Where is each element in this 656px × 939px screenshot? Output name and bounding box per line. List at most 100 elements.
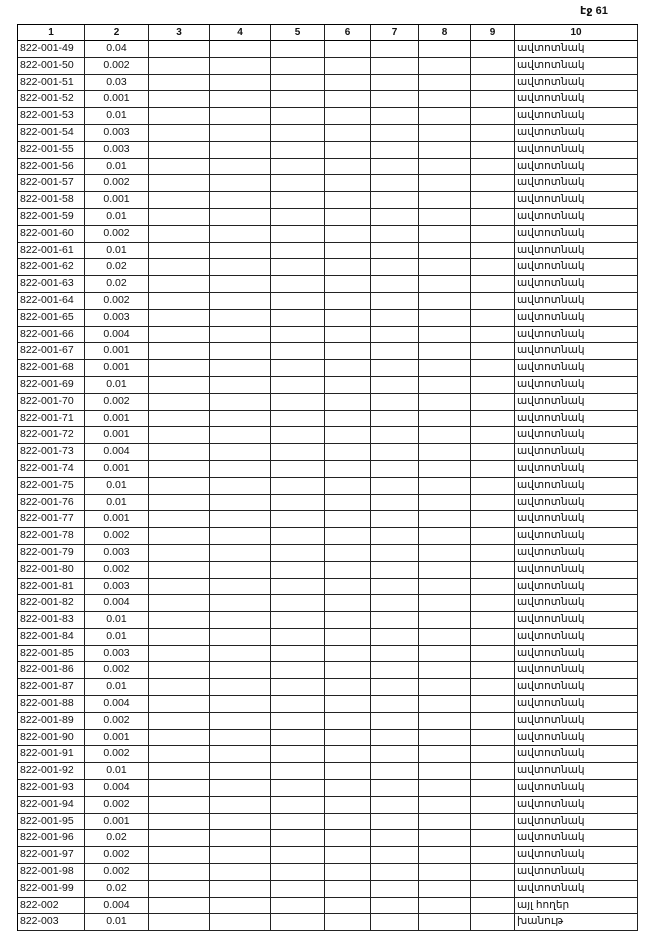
- land-use: ավտոտնակ: [515, 477, 638, 495]
- empty-cell: [371, 208, 419, 226]
- empty-cell: [325, 746, 371, 764]
- empty-cell: [271, 914, 325, 932]
- land-use: ավտոտնակ: [515, 41, 638, 58]
- empty-cell: [210, 897, 271, 915]
- empty-cell: [271, 427, 325, 445]
- empty-cell: [149, 763, 210, 781]
- empty-cell: [471, 780, 515, 797]
- land-use: ավտոտնակ: [515, 578, 638, 596]
- empty-cell: [471, 880, 515, 898]
- empty-cell: [325, 914, 371, 932]
- empty-cell: [371, 309, 419, 327]
- empty-cell: [210, 343, 271, 361]
- land-use: ավտոտնակ: [515, 662, 638, 680]
- parcel-code: 822-001-55: [18, 141, 85, 159]
- empty-cell: [149, 746, 210, 764]
- area-value: 0.002: [85, 292, 149, 310]
- empty-cell: [210, 460, 271, 478]
- parcel-code: 822-001-68: [18, 360, 85, 377]
- empty-cell: [210, 830, 271, 848]
- empty-cell: [371, 511, 419, 529]
- empty-cell: [271, 410, 325, 428]
- parcel-code: 822-001-64: [18, 292, 85, 310]
- empty-cell: [271, 897, 325, 915]
- empty-cell: [371, 444, 419, 461]
- area-value: 0.001: [85, 410, 149, 428]
- empty-cell: [419, 427, 471, 445]
- empty-cell: [371, 628, 419, 646]
- empty-cell: [149, 645, 210, 663]
- parcel-code: 822-001-93: [18, 780, 85, 797]
- empty-cell: [149, 494, 210, 512]
- parcel-code: 822-001-95: [18, 813, 85, 831]
- land-use: ավտոտնակ: [515, 141, 638, 159]
- empty-cell: [325, 360, 371, 377]
- empty-cell: [371, 612, 419, 629]
- empty-cell: [271, 74, 325, 92]
- area-value: 0.003: [85, 309, 149, 327]
- empty-cell: [149, 309, 210, 327]
- empty-cell: [271, 880, 325, 898]
- land-use: ավտոտնակ: [515, 292, 638, 310]
- empty-cell: [471, 427, 515, 445]
- land-use: ավտոտնակ: [515, 796, 638, 814]
- parcel-code: 822-001-67: [18, 343, 85, 361]
- area-value: 0.002: [85, 864, 149, 881]
- land-use: ավտոտնակ: [515, 729, 638, 747]
- parcel-code: 822-001-85: [18, 645, 85, 663]
- area-value: 0.01: [85, 679, 149, 697]
- area-value: 0.01: [85, 612, 149, 629]
- land-use: ավտոտնակ: [515, 276, 638, 293]
- empty-cell: [471, 460, 515, 478]
- empty-cell: [371, 225, 419, 243]
- land-use: այլ հողեր: [515, 897, 638, 915]
- empty-cell: [271, 578, 325, 596]
- empty-cell: [271, 192, 325, 209]
- empty-cell: [210, 477, 271, 495]
- empty-cell: [371, 645, 419, 663]
- parcel-code: 822-001-54: [18, 124, 85, 142]
- empty-cell: [325, 444, 371, 461]
- empty-cell: [149, 427, 210, 445]
- empty-cell: [271, 662, 325, 680]
- empty-cell: [210, 864, 271, 881]
- land-use: ավտոտնակ: [515, 326, 638, 344]
- area-value: 0.003: [85, 544, 149, 562]
- empty-cell: [271, 108, 325, 125]
- empty-cell: [371, 292, 419, 310]
- empty-cell: [325, 292, 371, 310]
- empty-cell: [271, 477, 325, 495]
- empty-cell: [325, 57, 371, 75]
- empty-cell: [471, 208, 515, 226]
- area-value: 0.03: [85, 74, 149, 92]
- area-value: 0.004: [85, 696, 149, 713]
- parcel-code: 822-001-78: [18, 528, 85, 545]
- land-use: ավտոտնակ: [515, 494, 638, 512]
- column-header: 7: [371, 25, 419, 41]
- area-value: 0.02: [85, 830, 149, 848]
- empty-cell: [419, 175, 471, 193]
- empty-cell: [271, 57, 325, 75]
- empty-cell: [371, 192, 419, 209]
- land-use: ավտոտնակ: [515, 696, 638, 713]
- parcel-code: 822-001-70: [18, 393, 85, 411]
- parcel-code: 822-001-49: [18, 41, 85, 58]
- parcel-code: 822-001-66: [18, 326, 85, 344]
- area-value: 0.003: [85, 141, 149, 159]
- empty-cell: [210, 41, 271, 58]
- empty-cell: [271, 847, 325, 865]
- empty-cell: [371, 57, 419, 75]
- empty-cell: [371, 595, 419, 613]
- empty-cell: [210, 729, 271, 747]
- empty-cell: [210, 544, 271, 562]
- empty-cell: [210, 780, 271, 797]
- parcel-code: 822-003: [18, 914, 85, 932]
- empty-cell: [271, 763, 325, 781]
- empty-cell: [325, 460, 371, 478]
- empty-cell: [419, 645, 471, 663]
- empty-cell: [419, 796, 471, 814]
- empty-cell: [325, 763, 371, 781]
- area-value: 0.001: [85, 360, 149, 377]
- area-value: 0.001: [85, 427, 149, 445]
